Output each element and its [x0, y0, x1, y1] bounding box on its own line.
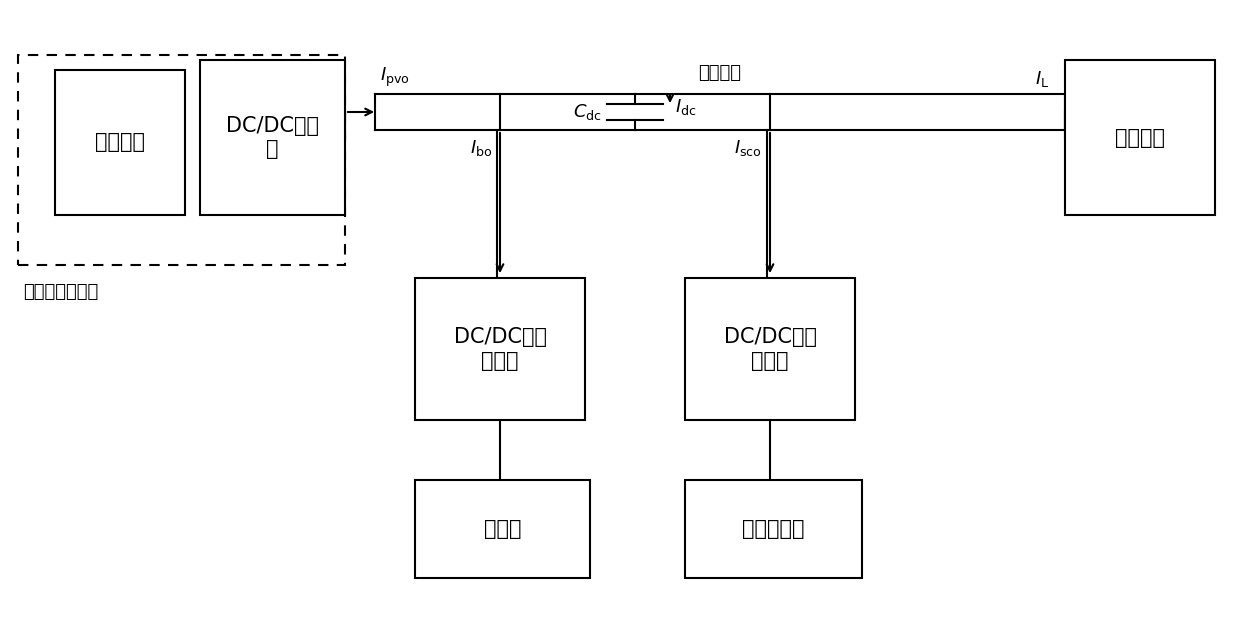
Text: 直流母线: 直流母线	[698, 64, 742, 82]
Bar	[1065, 60, 1215, 215]
Bar	[19, 55, 345, 265]
Text: $I_\mathrm{pvo}$: $I_\mathrm{pvo}$	[379, 66, 410, 89]
Text: 超级电容器: 超级电容器	[743, 519, 805, 539]
Bar	[684, 278, 856, 420]
Text: DC/DC变换
器: DC/DC变换 器	[226, 116, 319, 159]
Text: $I_\mathrm{dc}$: $I_\mathrm{dc}$	[675, 97, 697, 117]
Bar	[55, 70, 185, 215]
Text: 锂电池: 锂电池	[484, 519, 521, 539]
Text: 直流负荷: 直流负荷	[1115, 127, 1166, 147]
Bar	[200, 60, 345, 215]
Bar	[415, 278, 585, 420]
Text: 分布式发电单元: 分布式发电单元	[24, 283, 98, 301]
Text: DC/DC双向
变换器: DC/DC双向 变换器	[723, 328, 816, 371]
Text: $I_\mathrm{sco}$: $I_\mathrm{sco}$	[734, 138, 763, 158]
Bar	[684, 480, 862, 578]
Text: DC/DC双向
变换器: DC/DC双向 变换器	[454, 328, 547, 371]
Text: 光伏阵列: 光伏阵列	[95, 132, 145, 152]
Text: $C_\mathrm{dc}$: $C_\mathrm{dc}$	[573, 102, 601, 122]
Text: $I_\mathrm{L}$: $I_\mathrm{L}$	[1035, 69, 1049, 89]
Text: $I_\mathrm{bo}$: $I_\mathrm{bo}$	[470, 138, 492, 158]
Bar	[415, 480, 590, 578]
